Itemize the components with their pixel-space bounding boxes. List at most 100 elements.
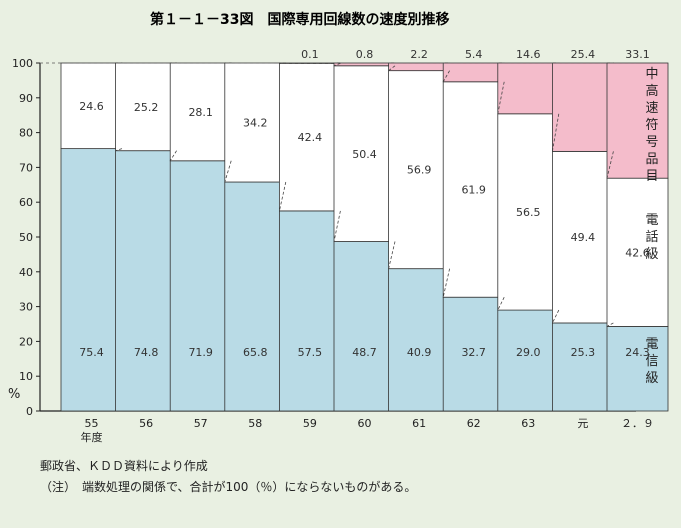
bar-segment-highspeed — [442, 62, 505, 83]
data-label-telegraph: 29.0 — [516, 346, 541, 359]
bar-segment-telephone — [606, 177, 669, 327]
data-label-highspeed: 5.4 — [465, 48, 483, 61]
bar-segment-telegraph — [552, 322, 614, 412]
bar-segment-telegraph — [497, 309, 560, 412]
x-tick-label: 60 — [358, 417, 372, 430]
data-label-telephone: 42.6 — [625, 246, 650, 259]
bar-segment-telegraph — [333, 241, 396, 412]
x-tick-label: 55 — [85, 417, 99, 430]
bar-segment-telephone — [333, 65, 396, 242]
bar-segment-telephone — [169, 62, 232, 162]
footnote: （注） 端数処理の関係で、合計が100（％）にならないものがある。 — [40, 479, 416, 494]
connector-telephone — [552, 113, 560, 152]
data-label-highspeed: 2.2 — [410, 48, 428, 61]
connector-telegraph — [115, 148, 123, 152]
bar-segment-telegraph — [278, 210, 341, 412]
source-note: 郵政省、ＫＤＤ資料により作成 — [40, 459, 208, 473]
data-label-highspeed: 14.6 — [516, 48, 541, 61]
y-tick-label: 40 — [19, 266, 33, 279]
y-tick-label: 0 — [26, 405, 33, 418]
bar-segment-telegraph — [169, 160, 232, 412]
legend-char: 号 — [645, 135, 658, 150]
data-label-telephone: 49.4 — [571, 231, 596, 244]
data-label-highspeed: 33.1 — [625, 48, 650, 61]
data-label-telegraph: 25.3 — [571, 346, 596, 359]
data-label-telegraph: 40.9 — [407, 346, 432, 359]
bar-segment-telegraph — [442, 296, 505, 412]
chart-title: 第１－１－33図 国際専用回線数の速度別推移 — [150, 11, 449, 28]
legend-char: 電 — [645, 213, 658, 228]
bar-segment-highspeed — [552, 62, 614, 152]
legend-char: 品 — [645, 152, 658, 167]
y-tick-label: 60 — [19, 196, 33, 209]
data-label-highspeed: 0.8 — [356, 48, 374, 61]
bar-segment-telephone — [115, 62, 177, 152]
data-label-telegraph: 57.5 — [298, 346, 323, 359]
data-label-telegraph: 71.9 — [188, 346, 213, 359]
bar-segment-telephone — [552, 150, 614, 324]
data-label-telephone: 56.5 — [516, 206, 541, 219]
data-label-telephone: 61.9 — [461, 183, 486, 196]
connector-telephone — [442, 70, 450, 82]
x-axis-year-label: 年度 — [81, 430, 103, 444]
x-tick-label: ２．９ — [621, 417, 654, 430]
x-tick-label: 59 — [303, 417, 317, 430]
bar-segment-telephone — [442, 81, 505, 298]
y-unit-label: % — [8, 387, 20, 402]
x-tick-label: 58 — [248, 417, 262, 430]
data-label-telegraph: 65.8 — [243, 346, 268, 359]
data-label-telegraph: 48.7 — [352, 346, 377, 359]
legend-char: 符 — [645, 117, 658, 133]
data-label-telegraph: 74.8 — [134, 346, 159, 359]
y-tick-label: 20 — [19, 335, 33, 348]
bar-segment-telephone — [278, 62, 341, 212]
y-tick-label: 30 — [19, 301, 33, 314]
connector-telegraph — [169, 150, 177, 162]
data-label-telephone: 56.9 — [407, 164, 432, 177]
legend-char: 級 — [645, 371, 658, 386]
y-tick-label: 70 — [19, 161, 33, 174]
x-tick-label: 62 — [467, 417, 481, 430]
data-label-telegraph: 24.3 — [625, 346, 650, 359]
connector-telephone — [606, 151, 614, 179]
data-label-telephone: 50.4 — [352, 148, 377, 161]
bar-segment-telephone — [388, 70, 451, 270]
x-tick-label: 63 — [521, 417, 535, 430]
bar-segment-highspeed — [388, 62, 451, 72]
bar-segment-telephone — [60, 62, 123, 150]
y-tick-label: 90 — [19, 92, 33, 105]
connector-telephone — [388, 65, 396, 71]
connector-telegraph — [606, 322, 614, 327]
data-label-telegraph: 32.7 — [461, 346, 486, 359]
data-label-highspeed: 25.4 — [571, 48, 596, 61]
y-tick-label: 50 — [19, 231, 33, 244]
x-tick-label: 56 — [139, 417, 153, 430]
legend-char: 級 — [645, 247, 658, 262]
bar-segment-highspeed — [497, 62, 560, 115]
connector-telegraph — [333, 210, 341, 242]
connector-telephone — [333, 62, 341, 67]
bar-segment-telegraph — [388, 268, 451, 412]
legend-char: 速 — [645, 101, 658, 116]
x-tick-label: 57 — [194, 417, 208, 430]
legend-char: 電 — [645, 337, 658, 352]
connector-telegraph — [224, 160, 232, 183]
data-label-telephone: 25.2 — [134, 101, 159, 114]
legend-char: 信 — [645, 354, 658, 369]
legend-char: 話 — [645, 229, 658, 245]
bar-segment-telephone — [224, 62, 287, 183]
bar-segment-telephone — [497, 113, 560, 311]
data-label-telephone: 34.2 — [243, 117, 268, 130]
data-label-telephone: 24.6 — [79, 100, 104, 113]
bar-segment-telegraph — [115, 150, 177, 412]
legend-char: 目 — [645, 169, 658, 184]
bar-segment-telegraph — [224, 181, 287, 412]
legend-char: 中 — [645, 67, 658, 82]
y-tick-label: 100 — [12, 57, 33, 70]
y-tick-label: 80 — [19, 127, 33, 140]
connector-telephone — [497, 81, 505, 114]
bar-segment-highspeed — [606, 62, 669, 179]
bar-segment-telegraph — [606, 326, 669, 412]
y-tick-label: 10 — [19, 370, 33, 383]
